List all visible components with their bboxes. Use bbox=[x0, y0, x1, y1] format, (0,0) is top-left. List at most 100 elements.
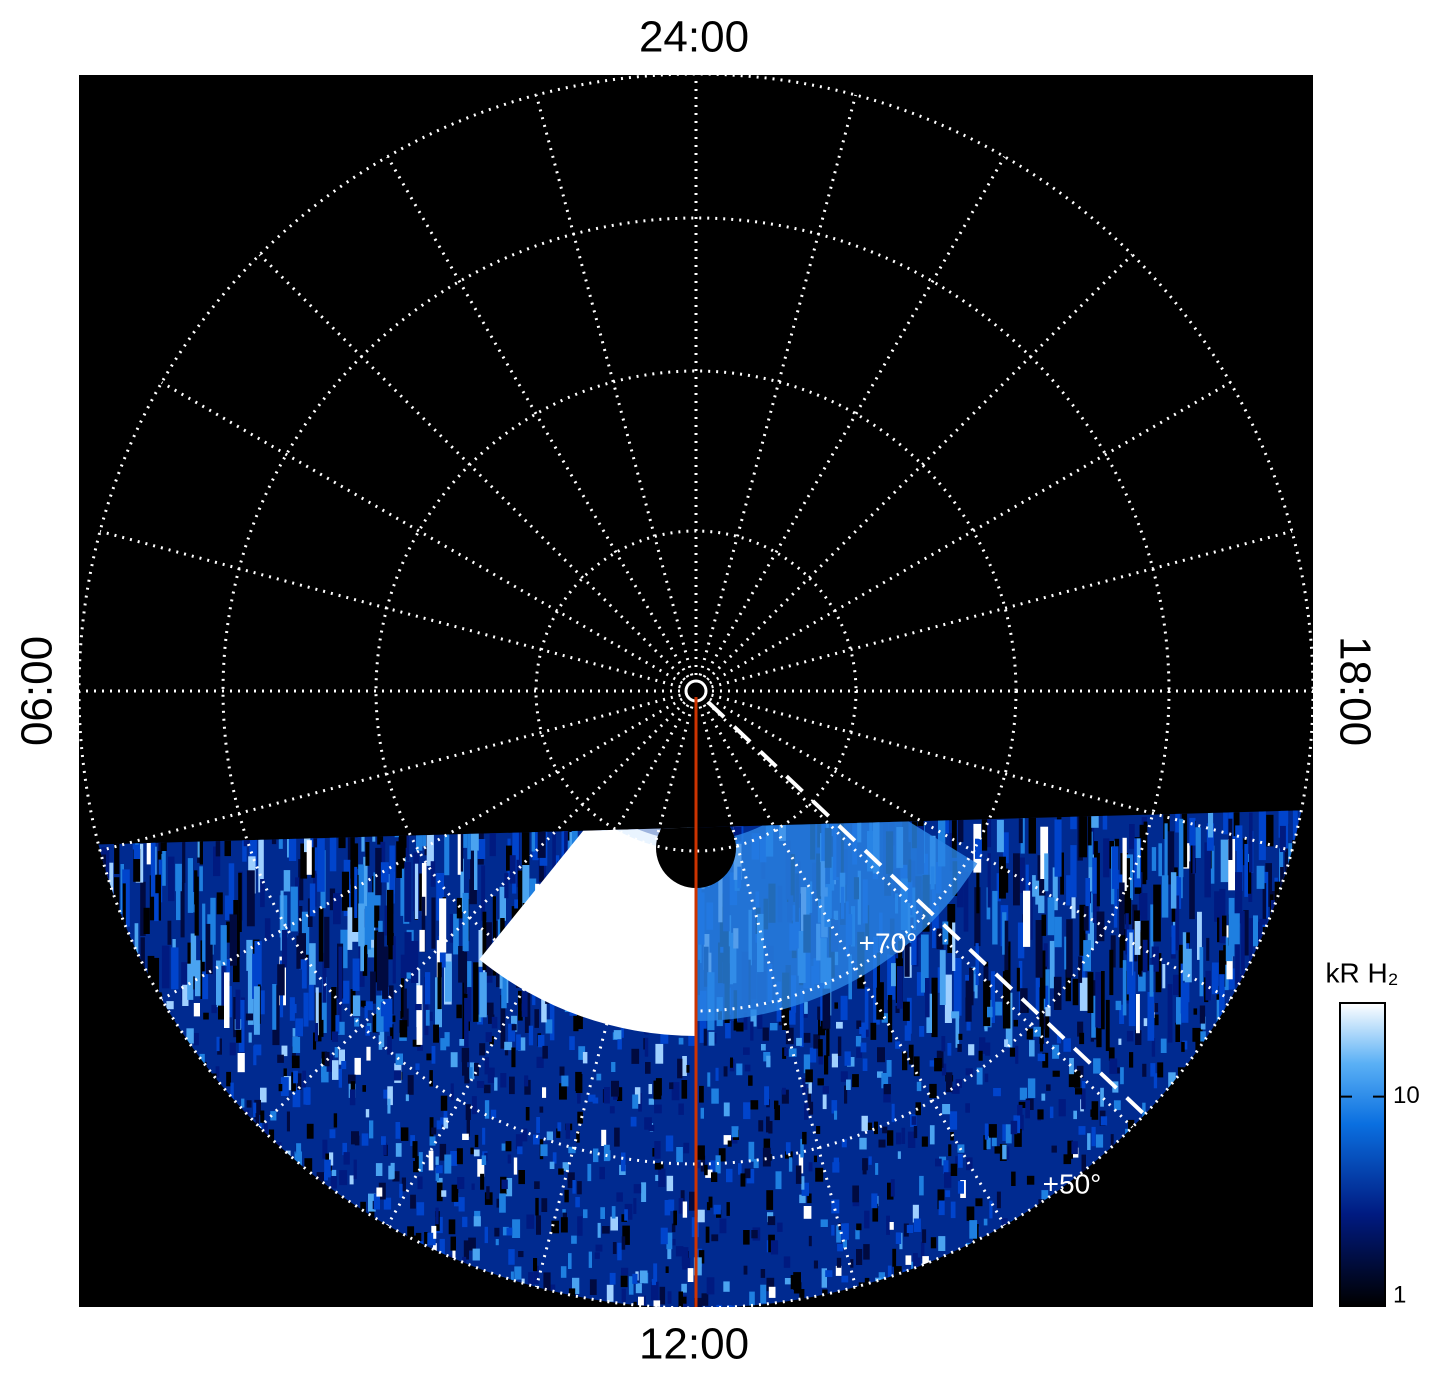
texture-cell bbox=[831, 1199, 840, 1214]
texture-cell bbox=[305, 1087, 310, 1105]
texture-cell bbox=[1279, 825, 1286, 852]
texture-cell bbox=[254, 1044, 262, 1056]
texture-cell bbox=[1002, 912, 1007, 955]
texture-cell bbox=[1103, 838, 1110, 878]
texture-cell bbox=[564, 829, 568, 862]
texture-cell bbox=[983, 1218, 988, 1226]
texture-cell bbox=[464, 997, 469, 1048]
texture-cell bbox=[648, 1098, 654, 1105]
texture-cell bbox=[767, 1216, 776, 1226]
texture-cell bbox=[509, 855, 516, 884]
texture-cell bbox=[535, 1197, 539, 1216]
texture-cell bbox=[665, 1266, 669, 1273]
texture-cell bbox=[229, 1042, 236, 1056]
texture-cell bbox=[216, 960, 222, 1008]
texture-cell bbox=[934, 905, 939, 932]
texture-cell bbox=[596, 1073, 602, 1081]
texture-cell bbox=[803, 1206, 812, 1219]
texture-cell bbox=[904, 1025, 911, 1041]
texture-cell bbox=[966, 1206, 975, 1221]
texture-cell bbox=[723, 1102, 730, 1117]
texture-cell bbox=[504, 1041, 513, 1051]
texture-cell bbox=[467, 987, 472, 1022]
texture-cell bbox=[1079, 812, 1088, 858]
texture-cell bbox=[803, 1054, 811, 1074]
texture-cell bbox=[499, 1193, 506, 1213]
texture-cell bbox=[820, 979, 824, 1027]
texture-cell bbox=[311, 847, 315, 878]
texture-cell bbox=[338, 946, 343, 1006]
texture-cell bbox=[418, 1152, 423, 1172]
texture-cell bbox=[1110, 1134, 1114, 1150]
texture-cell bbox=[781, 1089, 789, 1104]
texture-cell bbox=[834, 1002, 838, 1009]
texture-cell bbox=[965, 980, 972, 1022]
texture-cell bbox=[743, 1012, 748, 1030]
texture-cell bbox=[435, 1207, 439, 1225]
texture-cell bbox=[906, 1224, 914, 1233]
texture-cell bbox=[1040, 826, 1049, 879]
texture-cell bbox=[678, 1198, 684, 1214]
texture-cell bbox=[864, 987, 869, 1032]
texture-cell bbox=[1170, 872, 1177, 909]
texture-cell bbox=[947, 1043, 952, 1056]
texture-cell bbox=[991, 971, 995, 1023]
texture-cell bbox=[270, 1111, 277, 1121]
texture-cell bbox=[1087, 1133, 1091, 1150]
texture-cell bbox=[609, 1106, 615, 1114]
texture-cell bbox=[329, 1152, 334, 1166]
texture-cell bbox=[444, 825, 450, 876]
texture-cell bbox=[1091, 810, 1099, 828]
texture-cell bbox=[681, 1296, 687, 1304]
texture-cell bbox=[474, 1134, 479, 1148]
texture-cell bbox=[1220, 839, 1229, 883]
texture-cell bbox=[194, 1033, 199, 1046]
texture-cell bbox=[341, 871, 349, 911]
texture-cell bbox=[935, 1158, 942, 1167]
texture-cell bbox=[577, 1216, 583, 1236]
texture-cell bbox=[399, 1020, 408, 1038]
texture-cell bbox=[341, 1061, 347, 1070]
texture-cell bbox=[748, 1141, 755, 1162]
colorbar-tick-label: 10 bbox=[1393, 1082, 1420, 1109]
texture-cell bbox=[1078, 1126, 1086, 1135]
texture-cell bbox=[1135, 1030, 1142, 1045]
texture-cell bbox=[887, 1182, 894, 1200]
texture-cell bbox=[326, 1055, 334, 1072]
texture-cell bbox=[852, 1185, 859, 1203]
texture-cell bbox=[1142, 939, 1148, 973]
colorbar-label: kR H₂ bbox=[1325, 957, 1398, 988]
texture-cell bbox=[1027, 1078, 1036, 1098]
texture-cell bbox=[387, 1086, 393, 1106]
texture-cell bbox=[194, 870, 198, 905]
texture-cell bbox=[723, 1281, 730, 1292]
texture-cell bbox=[1222, 915, 1227, 937]
texture-cell bbox=[891, 1103, 895, 1123]
texture-cell bbox=[955, 990, 960, 1048]
texture-cell bbox=[329, 1129, 336, 1139]
texture-cell bbox=[850, 1259, 854, 1268]
texture-cell bbox=[405, 1094, 409, 1102]
texture-cell bbox=[957, 1044, 962, 1052]
texture-cell bbox=[281, 930, 288, 968]
texture-cell bbox=[887, 995, 893, 1043]
texture-cell bbox=[236, 1028, 242, 1043]
texture-cell bbox=[528, 1272, 534, 1285]
texture-cell bbox=[1070, 845, 1077, 898]
texture-cell bbox=[407, 1226, 415, 1246]
texture-cell bbox=[892, 1248, 897, 1267]
texture-cell bbox=[1029, 881, 1033, 940]
texture-cell bbox=[321, 1051, 327, 1066]
texture-cell bbox=[1232, 913, 1240, 945]
texture-cell bbox=[916, 972, 924, 996]
texture-cell bbox=[376, 995, 384, 1032]
texture-cell bbox=[338, 1068, 342, 1088]
texture-cell bbox=[951, 810, 957, 858]
texture-cell bbox=[249, 816, 257, 867]
texture-cell bbox=[1019, 1087, 1027, 1100]
texture-cell bbox=[479, 1043, 486, 1056]
texture-cell bbox=[844, 1051, 851, 1066]
texture-cell bbox=[337, 995, 342, 1035]
texture-cell bbox=[533, 1265, 539, 1284]
